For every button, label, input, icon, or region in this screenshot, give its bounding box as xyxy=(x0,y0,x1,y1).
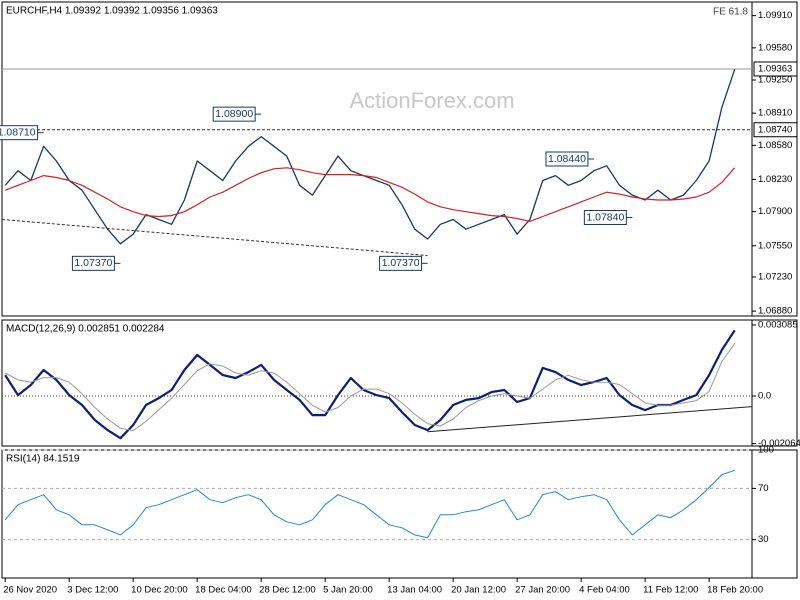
annotation-label: 1.08900 xyxy=(215,108,253,120)
level-box xyxy=(753,61,798,77)
y-tick-label: -0.002064 xyxy=(758,438,800,449)
x-tick-label: 11 Feb 12:00 xyxy=(643,585,698,596)
y-tick-label: 30 xyxy=(758,534,769,545)
panel-title: EURCHF,H4 1.09392 1.09392 1.09356 1.0936… xyxy=(6,6,218,17)
series-line xyxy=(4,329,736,440)
y-tick-label: 1.06880 xyxy=(758,306,792,317)
y-tick-label: 1.08580 xyxy=(758,140,792,151)
trend-line xyxy=(427,406,753,433)
series-line xyxy=(4,167,736,222)
trend-line xyxy=(1,218,428,257)
y-tick-label: 1.09580 xyxy=(758,42,792,53)
annotation-label: 1.07370 xyxy=(382,257,420,269)
level-label: 1.09363 xyxy=(758,64,792,75)
x-tick-label: 18 Dec 04:00 xyxy=(195,585,252,596)
x-tick-label: 28 Dec 12:00 xyxy=(259,585,316,596)
x-tick-label: 13 Jan 04:00 xyxy=(387,585,442,596)
x-tick-label: 4 Feb 04:00 xyxy=(579,585,630,596)
annotation-label: 1.07370 xyxy=(74,257,112,269)
y-tick-label: 1.07900 xyxy=(758,206,792,217)
series-line xyxy=(4,469,735,539)
x-tick-label: 3 Dec 12:00 xyxy=(67,585,118,596)
series-line xyxy=(4,69,736,245)
axis-frame xyxy=(751,319,798,447)
y-tick-label: 1.09910 xyxy=(758,10,792,21)
panel-frame xyxy=(1,1,753,317)
x-tick-label: 27 Jan 20:00 xyxy=(515,585,570,596)
x-tick-label: 26 Nov 2020 xyxy=(3,585,57,596)
y-tick-label: 1.09250 xyxy=(758,75,792,86)
x-tick-label: 18 Feb 20:00 xyxy=(707,585,763,596)
y-tick-label: 0.0 xyxy=(758,391,771,402)
y-tick-label: 1.07230 xyxy=(758,272,792,283)
annotation-label: 1.08440 xyxy=(548,153,586,165)
annotation-text: FE 61.8 xyxy=(713,7,748,18)
series-line xyxy=(4,343,736,432)
annotation-label: 1.07840 xyxy=(586,211,624,223)
watermark: ActionForex.com xyxy=(349,88,514,113)
panel-frame xyxy=(1,449,753,579)
y-tick-label: 0.003085 xyxy=(758,319,798,330)
x-tick-label: 20 Jan 12:00 xyxy=(451,585,506,596)
x-tick-label: 10 Dec 20:00 xyxy=(131,585,188,596)
panel-title: RSI(14) 84.1519 xyxy=(6,454,80,465)
level-box xyxy=(753,122,798,138)
y-tick-label: 1.07550 xyxy=(758,240,792,251)
level-label: 1.08740 xyxy=(758,124,792,135)
axis-frame xyxy=(751,449,798,579)
y-tick-label: 100 xyxy=(758,445,774,456)
y-tick-label: 1.08230 xyxy=(758,174,792,185)
x-tick-label: 5 Jan 20:00 xyxy=(323,585,373,596)
panel-frame xyxy=(1,319,753,447)
annotation-label: 1.08710 xyxy=(0,126,36,138)
y-tick-label: 1.08910 xyxy=(758,108,792,119)
panel-title: MACD(12,26,9) 0.002851 0.002284 xyxy=(6,324,165,335)
y-tick-label: 70 xyxy=(758,483,769,494)
axis-frame xyxy=(751,1,798,317)
